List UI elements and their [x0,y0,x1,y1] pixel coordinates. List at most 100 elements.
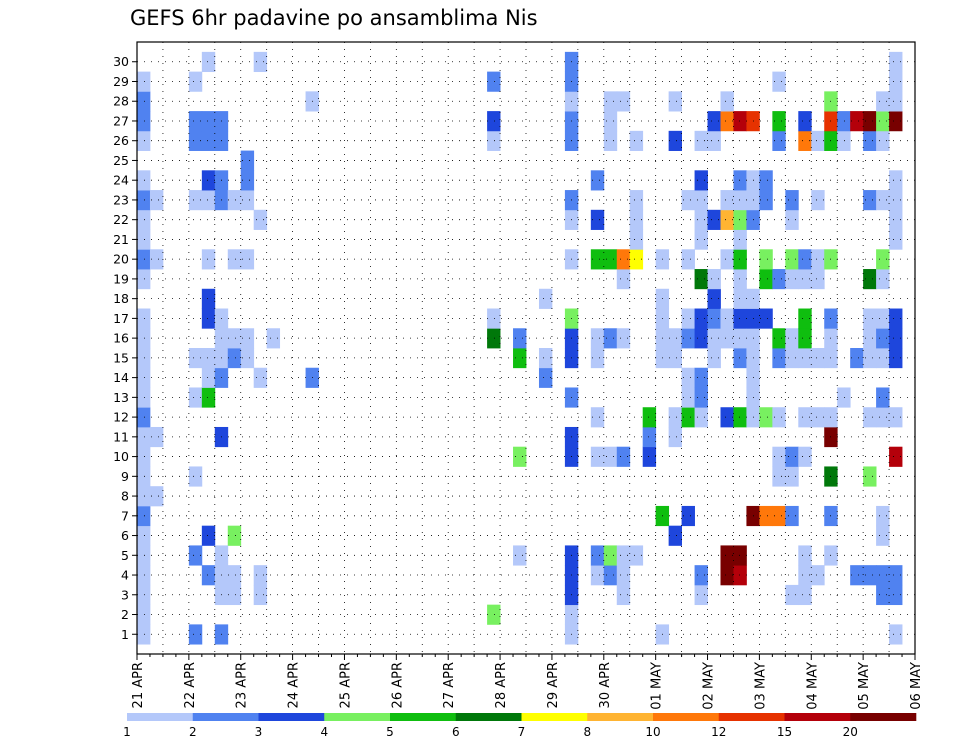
y-tick-label: 8 [121,489,129,504]
y-tick-label: 10 [113,449,129,464]
precip-cell [798,308,812,329]
precip-cell [188,387,203,408]
precip-cell [694,565,708,586]
precip-cell [772,446,786,467]
precip-cell [137,426,151,448]
precip-cell [538,348,553,369]
y-tick-label: 5 [121,548,129,563]
precip-cell [681,308,695,329]
precip-cell [811,249,825,270]
precip-cell [603,91,618,112]
precip-cell [720,545,734,566]
precip-cell [785,328,799,349]
precip-cell [227,525,242,546]
precip-cell [137,130,151,151]
precip-cell [201,348,216,369]
precip-cell [889,209,903,230]
precip-cell [707,130,721,151]
y-tick-label: 28 [113,94,129,109]
precip-cell [694,209,708,230]
precip-cell [149,486,164,507]
precip-cell [694,269,708,290]
precip-cell [798,328,812,349]
precip-cell [694,130,708,151]
y-tick-label: 27 [113,114,129,129]
precip-cell [863,190,877,211]
x-tick-label: 23 APR [235,662,250,708]
precip-cell [876,584,890,606]
precip-cell [616,565,631,586]
precip-cell [850,111,864,132]
precip-cell [227,328,242,349]
y-tick-label: 29 [113,74,129,89]
precip-cell [785,584,799,606]
precip-cell [137,209,151,230]
precip-cell [642,446,657,467]
precip-cell [876,308,890,329]
precip-cell [590,407,605,428]
precip-cell [733,348,747,369]
y-tick-label: 20 [113,252,129,267]
precip-cell [876,130,890,151]
precip-cell [681,328,695,349]
precip-cell [681,407,695,428]
y-tick-label: 19 [113,271,129,286]
precip-cell [785,249,799,270]
precip-cell [629,190,644,211]
precip-cell [889,51,903,73]
precip-cell [137,91,151,112]
colorbar-label: 3 [255,725,263,739]
precip-cell [149,426,164,448]
precip-cell [863,269,877,290]
precip-cell [188,130,203,151]
precip-cell [798,446,812,467]
precip-cell [759,505,773,527]
precip-cell [513,328,527,349]
precip-cell [720,249,734,270]
precip-cell [227,190,242,211]
colorbar-label: 10 [645,725,660,739]
precip-cell [642,407,657,428]
precip-cell [759,407,773,428]
precip-cell [201,565,216,586]
precip-cell [863,407,877,428]
precip-cell [772,130,786,151]
plot-frame [136,41,916,655]
precip-cell [188,71,203,92]
precip-cell [785,466,799,487]
x-tick-label: 25 APR [339,662,354,708]
precip-cell [772,111,786,132]
precip-cell [137,111,151,132]
x-tick-label: 26 APR [390,662,405,708]
precip-cell [616,328,631,349]
y-tick-label: 22 [113,212,129,227]
precip-cell [733,190,747,211]
y-tick-label: 9 [121,469,129,484]
precip-cell [863,466,877,487]
precip-cell [863,130,877,151]
precip-cell [811,269,825,290]
precip-cell [487,604,501,625]
y-tick-label: 16 [113,331,129,346]
precip-cell [513,348,527,369]
precip-cell [785,190,799,211]
precip-cell [876,565,890,586]
precip-cell [811,348,825,369]
precip-cell [707,288,721,309]
precip-cell [798,111,812,132]
precip-cell [137,249,151,270]
precip-cell [487,130,501,151]
x-tick-label: 28 APR [494,662,509,708]
precip-cell [137,604,151,625]
y-tick-label: 26 [113,133,129,148]
precip-cell [590,565,605,586]
precip-cell [137,348,151,369]
x-tick-label: 29 APR [546,662,561,708]
colorbar-swatch [192,713,259,721]
precip-cell [642,426,657,448]
precip-cell [811,190,825,211]
precip-cell [590,446,605,467]
precip-cell [668,525,682,546]
precip-cell [629,130,644,151]
